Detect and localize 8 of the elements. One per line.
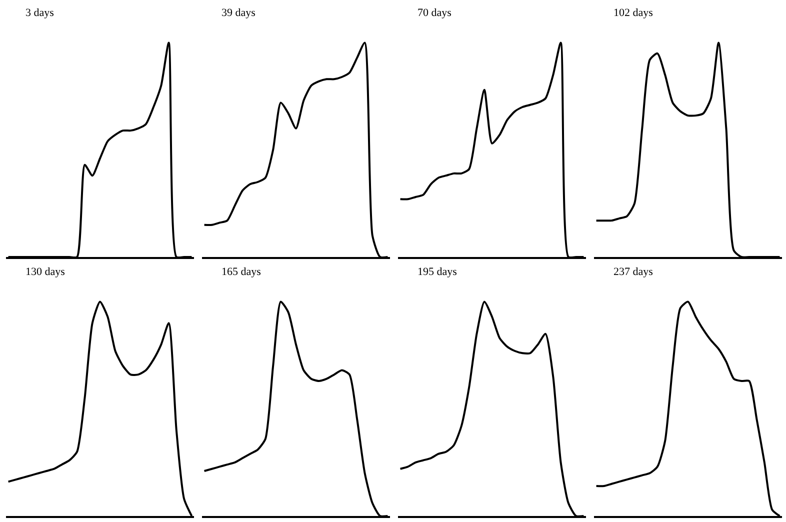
- chart-title: 70 days: [418, 7, 452, 20]
- chart-title: 39 days: [222, 7, 256, 20]
- chart-title: 3 days: [26, 7, 54, 20]
- chart-title: 130 days: [26, 266, 65, 278]
- chart-title: 165 days: [222, 266, 261, 278]
- chart-title: 195 days: [418, 266, 457, 278]
- chart-title: 102 days: [614, 7, 653, 20]
- chart-title: 237 days: [614, 266, 653, 278]
